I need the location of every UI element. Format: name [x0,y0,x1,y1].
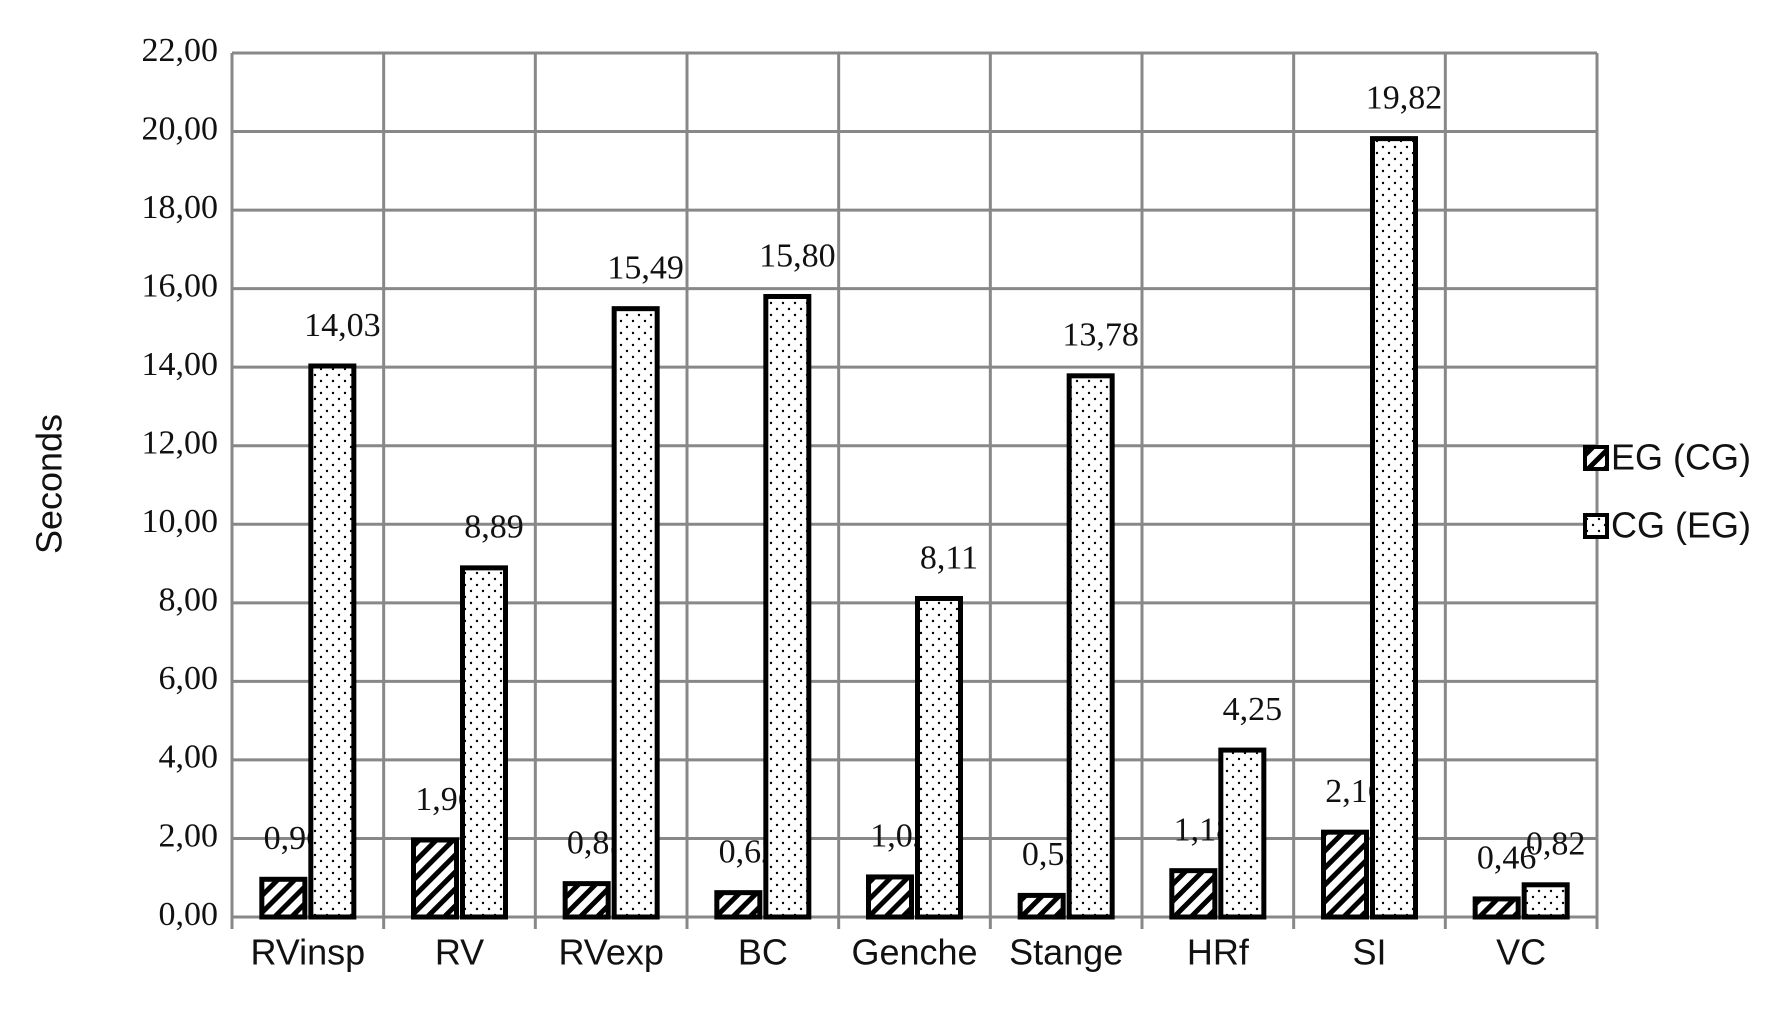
value-label: 0,46 [1477,840,1537,877]
x-tick-label: BC [738,932,788,973]
bar [1066,373,1115,920]
bar [1218,747,1267,920]
bar [611,306,660,920]
y-tick-label: 16,00 [142,267,219,304]
y-tick-label: 0,00 [159,896,219,933]
value-label: 13,78 [1062,317,1139,354]
x-tick-label: HRf [1187,932,1250,973]
bar [1169,868,1218,920]
y-tick-label: 22,00 [142,32,219,69]
bar [763,293,812,920]
legend-swatch [1583,513,1609,539]
x-tick-label: Stange [1009,932,1123,973]
y-tick-label: 6,00 [159,660,219,697]
bar [1370,136,1418,920]
y-tick-label: 8,00 [159,582,219,619]
y-axis-label: Seconds [29,414,70,554]
bar [308,363,357,920]
x-tick-label: RV [435,932,484,973]
value-label: 14,03 [304,307,381,344]
value-label: 4,25 [1223,691,1283,728]
y-tick-label: 2,00 [159,817,219,854]
bar [411,837,459,920]
y-tick-label: 20,00 [142,110,219,147]
x-tick-label: Genche [851,932,977,973]
legend-label: CG (EG) [1611,505,1751,546]
value-label: 8,11 [920,539,978,576]
x-tick-label: SI [1352,932,1386,973]
legend-label: EG (CG) [1611,437,1751,478]
x-tick-label: RVexp [558,932,663,973]
bar [1017,892,1066,920]
value-label: 15,80 [759,237,836,274]
bar [915,595,963,920]
x-tick-label: VC [1496,932,1546,973]
y-tick-label: 18,00 [142,189,219,226]
y-tick-label: 12,00 [142,425,219,462]
y-tick-label: 4,00 [159,739,219,776]
x-tick-label: RVinsp [250,932,365,973]
legend-swatch [1583,445,1609,471]
value-label: 19,82 [1366,79,1443,116]
value-label: 8,89 [464,509,524,546]
bar [714,890,763,920]
bar [460,565,508,920]
bar [866,874,914,920]
value-label: 15,49 [607,249,684,286]
bar [1472,896,1521,920]
bar [1321,829,1369,920]
bar [1521,882,1570,920]
y-tick-label: 10,00 [142,503,219,540]
y-tick-label: 14,00 [142,346,219,383]
value-label: 0,82 [1526,826,1586,863]
bar [562,881,611,920]
bar [259,876,308,920]
